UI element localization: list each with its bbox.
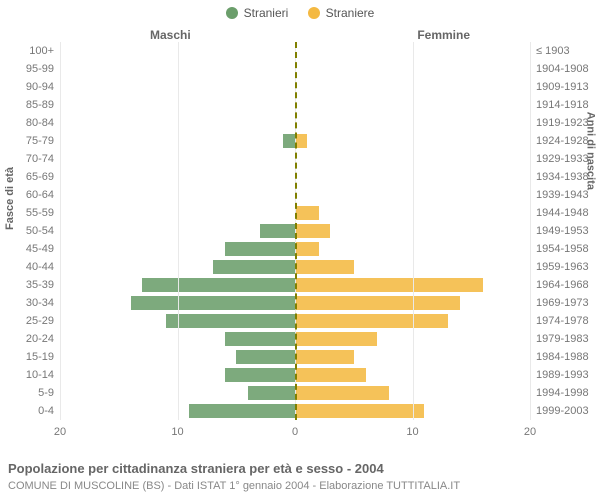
birth-year-label: 1924-1928 — [536, 135, 589, 147]
x-tick-label: 20 — [524, 426, 536, 438]
bar-male — [225, 368, 296, 382]
birth-year-label: 1944-1948 — [536, 207, 589, 219]
legend-item-female: Straniere — [308, 6, 375, 20]
age-label: 100+ — [29, 45, 54, 57]
grid-line — [178, 42, 179, 420]
bar-female — [295, 224, 330, 238]
grid-line — [530, 42, 531, 420]
birth-year-label: 1919-1923 — [536, 117, 589, 129]
bar-male — [131, 296, 296, 310]
birth-year-label: 1974-1978 — [536, 315, 589, 327]
bar-female — [295, 332, 377, 346]
birth-year-label: 1994-1998 — [536, 387, 589, 399]
bar-female — [295, 278, 483, 292]
bar-male — [236, 350, 295, 364]
bar-female — [295, 386, 389, 400]
bar-female — [295, 314, 448, 328]
pyramid-chart: Stranieri Straniere Maschi Femmine Fasce… — [0, 0, 600, 500]
birth-year-label: 1934-1938 — [536, 171, 589, 183]
birth-year-label: 1929-1933 — [536, 153, 589, 165]
birth-year-label: 1999-2003 — [536, 405, 589, 417]
header-male: Maschi — [150, 28, 191, 42]
birth-year-label: 1914-1918 — [536, 99, 589, 111]
x-tick-label: 0 — [292, 426, 298, 438]
age-label: 90-94 — [26, 81, 54, 93]
center-line — [295, 42, 297, 420]
bar-male — [225, 242, 296, 256]
age-label: 45-49 — [26, 243, 54, 255]
age-label: 35-39 — [26, 279, 54, 291]
birth-year-label: 1959-1963 — [536, 261, 589, 273]
bar-male — [260, 224, 295, 238]
legend-label-female: Straniere — [326, 6, 375, 20]
bar-male — [283, 134, 295, 148]
bar-female — [295, 242, 319, 256]
age-label: 55-59 — [26, 207, 54, 219]
birth-year-label: 1984-1988 — [536, 351, 589, 363]
bar-female — [295, 404, 424, 418]
x-tick-label: 10 — [406, 426, 418, 438]
age-label: 95-99 — [26, 63, 54, 75]
birth-year-label: 1969-1973 — [536, 297, 589, 309]
legend-swatch-male — [226, 7, 238, 19]
birth-year-label: 1949-1953 — [536, 225, 589, 237]
bar-female — [295, 206, 319, 220]
birth-year-label: ≤ 1903 — [536, 45, 570, 57]
bar-male — [248, 386, 295, 400]
legend-item-male: Stranieri — [226, 6, 289, 20]
age-label: 0-4 — [38, 405, 54, 417]
y-axis-title-left: Fasce di età — [4, 167, 16, 230]
footer-subtitle: COMUNE DI MUSCOLINE (BS) - Dati ISTAT 1°… — [8, 480, 460, 492]
grid-line — [413, 42, 414, 420]
birth-year-label: 1954-1958 — [536, 243, 589, 255]
age-label: 25-29 — [26, 315, 54, 327]
bar-female — [295, 296, 460, 310]
birth-year-label: 1989-1993 — [536, 369, 589, 381]
age-label: 75-79 — [26, 135, 54, 147]
plot-area: 100+≤ 190395-991904-190890-941909-191385… — [60, 42, 530, 442]
bar-male — [142, 278, 295, 292]
bar-male — [189, 404, 295, 418]
bar-male — [225, 332, 296, 346]
header-female: Femmine — [417, 28, 470, 42]
age-label: 65-69 — [26, 171, 54, 183]
age-label: 20-24 — [26, 333, 54, 345]
age-label: 70-74 — [26, 153, 54, 165]
legend-swatch-female — [308, 7, 320, 19]
age-label: 80-84 — [26, 117, 54, 129]
birth-year-label: 1904-1908 — [536, 63, 589, 75]
age-label: 15-19 — [26, 351, 54, 363]
legend: Stranieri Straniere — [0, 6, 600, 22]
birth-year-label: 1939-1943 — [536, 189, 589, 201]
bar-male — [166, 314, 295, 328]
bar-female — [295, 368, 366, 382]
bar-female — [295, 260, 354, 274]
birth-year-label: 1979-1983 — [536, 333, 589, 345]
age-label: 30-34 — [26, 297, 54, 309]
age-label: 60-64 — [26, 189, 54, 201]
bar-female — [295, 350, 354, 364]
birth-year-label: 1964-1968 — [536, 279, 589, 291]
x-tick-label: 10 — [171, 426, 183, 438]
birth-year-label: 1909-1913 — [536, 81, 589, 93]
age-label: 10-14 — [26, 369, 54, 381]
x-tick-label: 20 — [54, 426, 66, 438]
bar-male — [213, 260, 295, 274]
age-label: 50-54 — [26, 225, 54, 237]
grid-line — [60, 42, 61, 420]
age-label: 40-44 — [26, 261, 54, 273]
age-label: 85-89 — [26, 99, 54, 111]
age-label: 5-9 — [38, 387, 54, 399]
footer-title: Popolazione per cittadinanza straniera p… — [8, 461, 384, 476]
legend-label-male: Stranieri — [244, 6, 289, 20]
